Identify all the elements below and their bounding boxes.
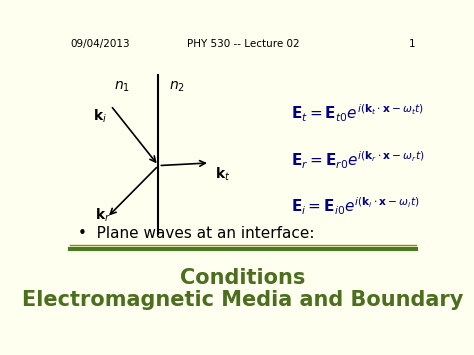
Text: $\mathbf{E}_i = \mathbf{E}_{i0}e^{i(\mathbf{k}_i \cdot \mathbf{x}-\omega_i t)}$: $\mathbf{E}_i = \mathbf{E}_{i0}e^{i(\mat… <box>291 196 419 217</box>
Text: $\mathbf{k}_t$: $\mathbf{k}_t$ <box>215 165 231 182</box>
Text: $n_2$: $n_2$ <box>169 79 185 93</box>
Text: Conditions: Conditions <box>180 268 306 288</box>
Text: $\mathbf{E}_t = \mathbf{E}_{t0}e^{i(\mathbf{k}_t \cdot \mathbf{x}-\omega_t t)}$: $\mathbf{E}_t = \mathbf{E}_{t0}e^{i(\mat… <box>291 103 423 124</box>
Text: $n_1$: $n_1$ <box>114 79 130 93</box>
Text: Electromagnetic Media and Boundary: Electromagnetic Media and Boundary <box>22 290 464 310</box>
Text: 09/04/2013: 09/04/2013 <box>70 39 130 49</box>
Text: 1: 1 <box>409 39 416 49</box>
Text: •  Plane waves at an interface:: • Plane waves at an interface: <box>78 226 314 241</box>
Text: $\mathbf{E}_r = \mathbf{E}_{r0}e^{i(\mathbf{k}_r \cdot \mathbf{x}-\omega_r t)}$: $\mathbf{E}_r = \mathbf{E}_{r0}e^{i(\mat… <box>291 149 424 171</box>
Text: $\mathbf{k}_i$: $\mathbf{k}_i$ <box>92 108 107 125</box>
Text: PHY 530 -- Lecture 02: PHY 530 -- Lecture 02 <box>187 39 299 49</box>
Text: $\mathbf{k}_r$: $\mathbf{k}_r$ <box>95 206 111 224</box>
